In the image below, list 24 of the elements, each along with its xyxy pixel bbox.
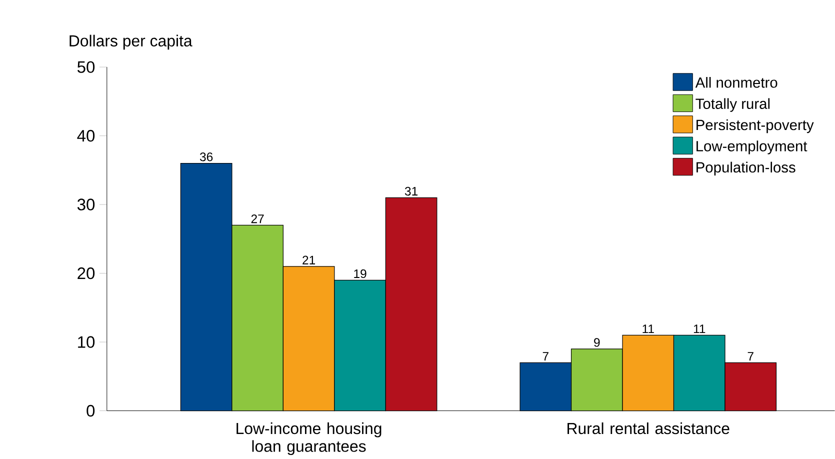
y-tick-label: 50 xyxy=(77,61,95,73)
data-label: 9 xyxy=(594,338,600,347)
data-label: 21 xyxy=(302,256,316,264)
y-tick-label: 10 xyxy=(78,336,95,348)
legend-label: Totally rural xyxy=(696,98,770,112)
data-label: 7 xyxy=(748,352,754,360)
y-axis-title: Dollars per capita xyxy=(70,34,192,50)
data-label: 27 xyxy=(251,214,264,224)
data-label: 36 xyxy=(200,152,213,162)
data-label: 7 xyxy=(542,352,548,360)
y-tick-label: 40 xyxy=(77,130,95,142)
data-label: 31 xyxy=(404,186,418,196)
x-tick-label: Low-income housing loan guarantees xyxy=(236,422,382,455)
data-label: 19 xyxy=(354,269,366,278)
data-label: 11 xyxy=(694,324,706,333)
legend-label: Persistent-poverty xyxy=(696,119,814,134)
data-label: 11 xyxy=(642,324,654,333)
y-tick-label: 0 xyxy=(86,404,95,417)
legend-label: All nonmetro xyxy=(695,76,778,88)
y-tick-label: 30 xyxy=(77,198,95,210)
legend-label: Population-loss xyxy=(696,162,796,176)
x-tick-label: Rural rental assistance xyxy=(568,422,730,434)
y-tick-label: 20 xyxy=(78,267,95,280)
legend-label: Low-employment xyxy=(696,140,808,154)
